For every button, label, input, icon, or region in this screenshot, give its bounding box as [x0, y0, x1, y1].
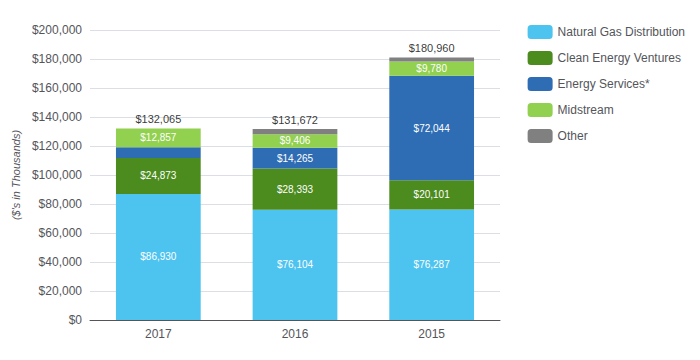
svg-text:$76,104: $76,104	[277, 259, 314, 270]
svg-text:$180,960: $180,960	[409, 42, 455, 54]
svg-text:$131,672: $131,672	[272, 114, 318, 126]
svg-text:$20,000: $20,000	[39, 284, 83, 298]
svg-text:$72,044: $72,044	[414, 123, 451, 134]
svg-text:$132,065: $132,065	[135, 113, 181, 125]
svg-text:$12,857: $12,857	[140, 132, 177, 143]
svg-text:$76,287: $76,287	[414, 259, 451, 270]
svg-text:$80,000: $80,000	[39, 197, 83, 211]
svg-text:$24,873: $24,873	[140, 170, 177, 181]
svg-text:Energy Services*: Energy Services*	[558, 77, 650, 91]
svg-text:$9,406: $9,406	[280, 135, 311, 146]
svg-text:Midstream: Midstream	[558, 103, 614, 117]
svg-text:$200,000: $200,000	[32, 23, 82, 37]
svg-text:$9,780: $9,780	[416, 63, 447, 74]
svg-text:Natural Gas Distribution: Natural Gas Distribution	[558, 25, 685, 39]
svg-text:$86,930: $86,930	[140, 251, 177, 262]
svg-text:$100,000: $100,000	[32, 168, 82, 182]
svg-text:2016: 2016	[282, 327, 309, 341]
svg-text:$40,000: $40,000	[39, 255, 83, 269]
svg-text:$20,101: $20,101	[414, 189, 451, 200]
svg-text:($'s in Thousands): ($'s in Thousands)	[10, 130, 22, 220]
svg-text:$14,265: $14,265	[277, 153, 314, 164]
svg-text:$0: $0	[69, 313, 83, 327]
svg-text:$28,393: $28,393	[277, 184, 314, 195]
svg-text:2015: 2015	[418, 327, 445, 341]
svg-text:$120,000: $120,000	[32, 139, 82, 153]
svg-text:$160,000: $160,000	[32, 81, 82, 95]
svg-text:$60,000: $60,000	[39, 226, 83, 240]
svg-text:$180,000: $180,000	[32, 52, 82, 66]
svg-text:2017: 2017	[145, 327, 172, 341]
svg-text:Other: Other	[558, 129, 588, 143]
svg-text:Clean Energy Ventures: Clean Energy Ventures	[558, 51, 681, 65]
svg-text:$140,000: $140,000	[32, 110, 82, 124]
